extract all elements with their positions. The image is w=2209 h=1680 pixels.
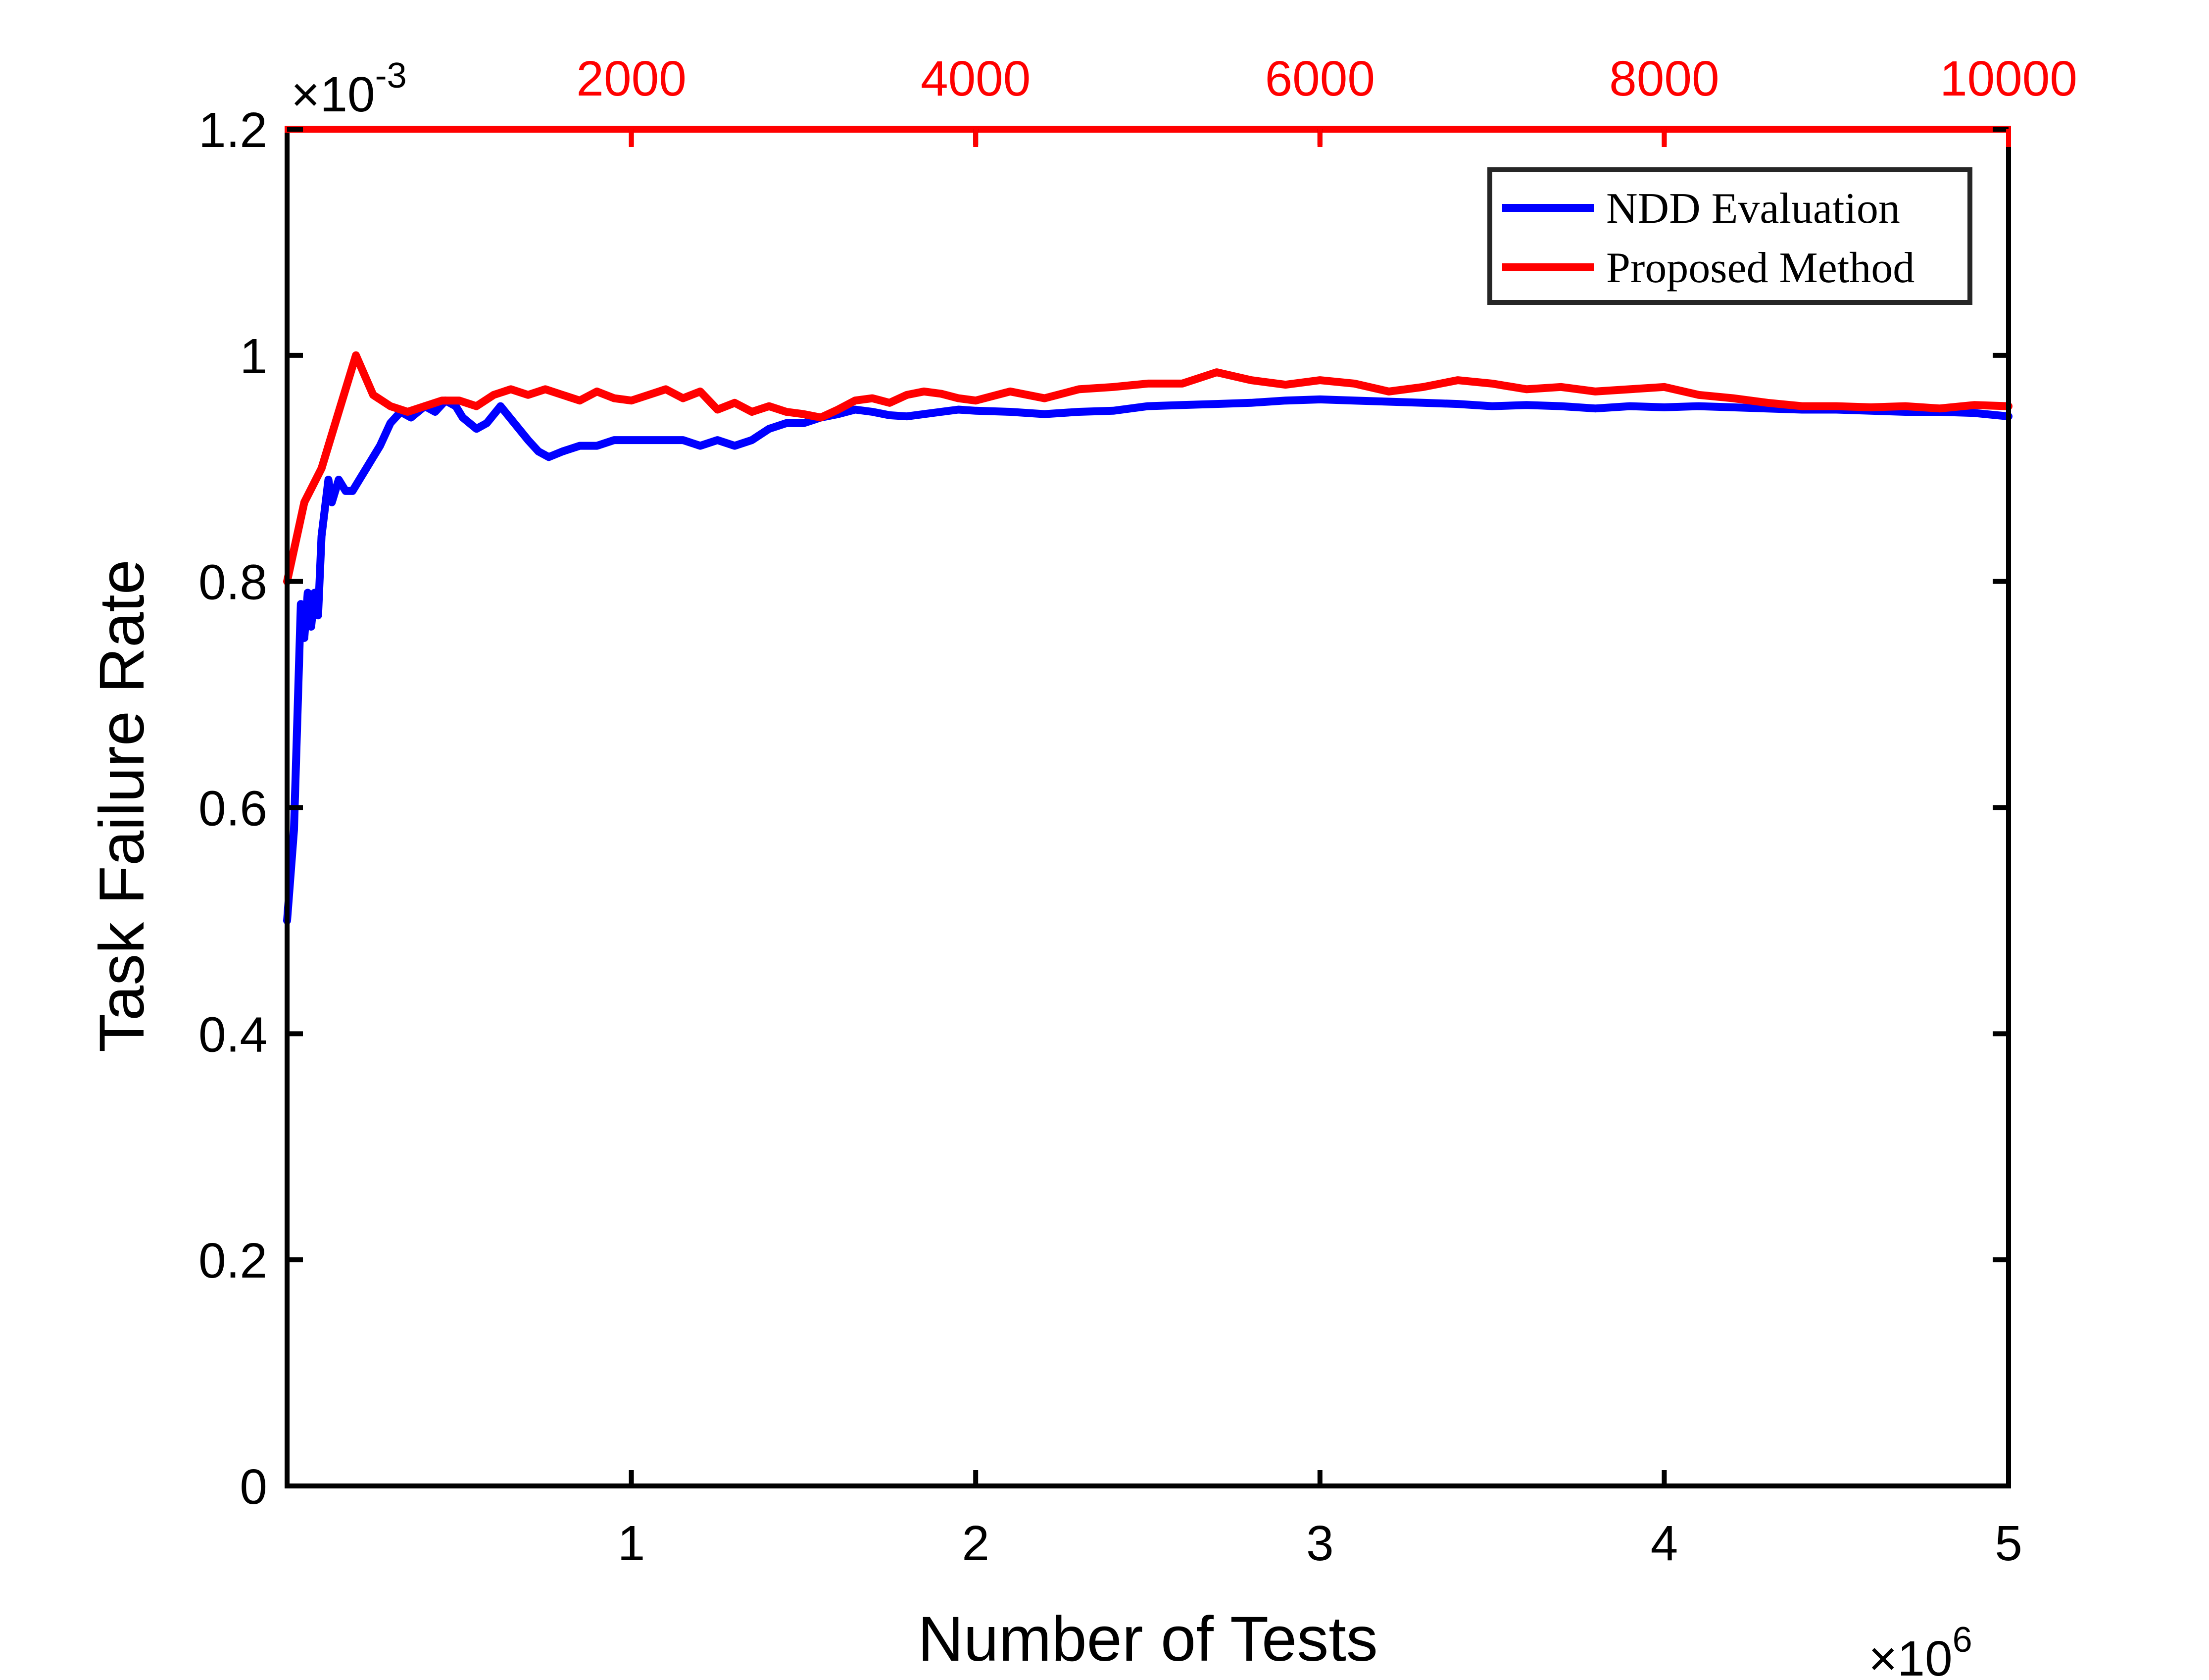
series-line-ndd-evaluation: [283, 395, 2013, 925]
legend-label-proposed-method: Proposed Method: [1606, 244, 1914, 292]
x-ticks: 1 2 3 4 5: [618, 129, 2022, 1571]
series-layer: [283, 351, 2013, 925]
legend-label-ndd-evaluation: NDD Evaluation: [1606, 185, 1900, 233]
y-tick-label: 0.6: [198, 781, 267, 837]
x-tick-label: 2: [962, 1516, 989, 1571]
legend-box: [1487, 167, 1972, 305]
top-x-tick-label: 8000: [1609, 51, 1719, 106]
x-tick-label: 4: [1651, 1516, 1678, 1571]
legend: NDD Evaluation Proposed Method: [1487, 167, 1972, 305]
y-tick-label: 1.2: [198, 102, 267, 158]
x-axis-title: Number of Tests: [918, 1604, 1378, 1675]
series-line-proposed-method: [283, 351, 2013, 586]
y-axis-title: Task Failure Rate: [87, 559, 157, 1052]
y-tick-label: 0: [240, 1459, 267, 1515]
y-tick-label: 0.2: [198, 1233, 267, 1288]
top-x-tick-label: 4000: [921, 51, 1031, 106]
top-x-tick-label: 2000: [576, 51, 686, 106]
top-x-tick-label: 10000: [1940, 51, 2077, 106]
y-axis-multiplier: ×10-3: [291, 56, 407, 122]
x-tick-label: 3: [1306, 1516, 1334, 1571]
y-tick-label: 0.4: [198, 1007, 267, 1062]
x-axis-multiplier: ×106: [1868, 1620, 1972, 1680]
top-x-tick-label: 6000: [1265, 51, 1375, 106]
y-tick-label: 1: [240, 329, 267, 384]
top-x-ticks: 2000 4000 6000 8000 10000: [576, 51, 2077, 147]
x-tick-label: 5: [1995, 1516, 2022, 1571]
y-ticks: 0 0.2 0.4 0.6 0.8 1 1.2: [198, 102, 2009, 1515]
x-tick-label: 1: [618, 1516, 645, 1571]
y-tick-label: 0.8: [198, 555, 267, 610]
